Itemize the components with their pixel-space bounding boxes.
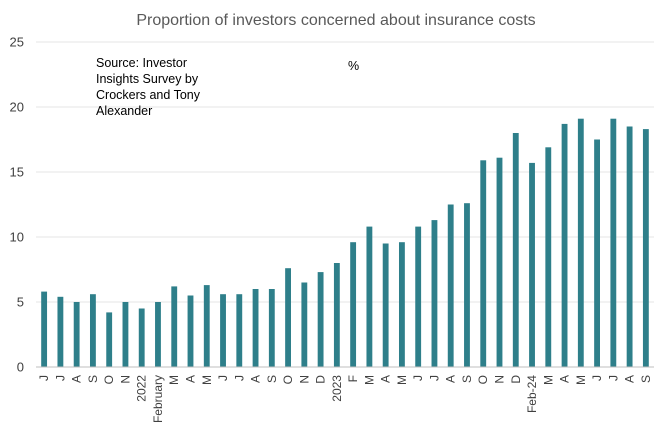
unit-label: % xyxy=(348,59,359,73)
x-tick-label: A xyxy=(379,375,393,383)
x-tick-label: N xyxy=(493,375,507,384)
bar xyxy=(480,160,487,367)
bar xyxy=(350,242,357,367)
x-tick-label: J xyxy=(216,375,230,381)
x-tick-label: S xyxy=(86,375,100,383)
source-note-line-4: Alexander xyxy=(96,104,152,118)
source-note: Source: Investor Insights Survey by Croc… xyxy=(96,56,201,118)
y-tick-label: 0 xyxy=(17,360,24,375)
y-tick-label: 5 xyxy=(17,295,24,310)
x-tick-label: J xyxy=(37,375,51,381)
bar xyxy=(496,157,503,367)
x-tick-label: A xyxy=(70,375,84,383)
source-note-line-1: Source: Investor xyxy=(96,56,187,70)
bar xyxy=(382,243,389,367)
source-note-line-3: Crockers and Tony xyxy=(96,88,201,102)
bar xyxy=(610,118,617,367)
bar xyxy=(57,296,64,367)
bar xyxy=(138,308,145,367)
bar xyxy=(285,268,291,367)
x-tick-label: D xyxy=(509,375,523,384)
bar xyxy=(301,282,308,367)
bar xyxy=(41,291,48,367)
y-axis: 0 5 10 15 20 25 xyxy=(10,35,24,375)
x-tick-label: O xyxy=(476,375,490,384)
bar xyxy=(333,263,340,367)
x-tick-label: M xyxy=(362,375,376,385)
x-tick-label: S xyxy=(265,375,279,383)
x-tick-label: A xyxy=(184,375,198,383)
x-tick-label: N xyxy=(118,375,132,384)
bar xyxy=(73,302,80,367)
x-tick-label: S xyxy=(639,375,653,383)
source-note-line-2: Insights Survey by xyxy=(96,72,199,86)
bar xyxy=(89,294,96,367)
bar xyxy=(577,118,584,367)
x-tick-label: February xyxy=(151,375,165,423)
bar xyxy=(268,289,275,367)
y-tick-label: 25 xyxy=(10,35,24,50)
bar xyxy=(398,242,405,367)
x-tick-label: D xyxy=(314,375,328,384)
bar xyxy=(545,147,552,367)
bar xyxy=(415,226,422,367)
x-tick-label: M xyxy=(167,375,181,385)
x-tick-label: M xyxy=(395,375,409,385)
bar xyxy=(431,220,438,367)
x-tick-label: J xyxy=(53,375,67,381)
x-tick-label: O xyxy=(281,375,295,384)
bar xyxy=(512,133,519,367)
x-tick-label: J xyxy=(232,375,246,381)
bar xyxy=(529,162,535,367)
x-tick-label: Feb-24 xyxy=(525,375,539,413)
x-tick-label: J xyxy=(606,375,620,381)
bar xyxy=(106,312,113,367)
x-tick-label: S xyxy=(460,375,474,383)
bar xyxy=(561,123,568,368)
bar xyxy=(366,226,373,367)
bars xyxy=(41,118,649,368)
x-axis: J J A S O N 2022 February M A M J J A S O N D 2023 F M A M J J A S… xyxy=(37,375,653,423)
bar xyxy=(447,204,454,367)
bar xyxy=(594,139,600,367)
x-tick-label: M xyxy=(574,375,588,385)
x-tick-label: A xyxy=(623,375,637,383)
x-tick-label: 2023 xyxy=(330,375,344,402)
bar xyxy=(252,289,259,367)
y-tick-label: 15 xyxy=(10,165,24,180)
x-tick-label: A xyxy=(558,375,572,383)
chart-title: Proportion of investors concerned about … xyxy=(136,12,535,29)
x-tick-label: F xyxy=(346,375,360,382)
bar xyxy=(464,203,470,367)
y-tick-label: 20 xyxy=(10,100,24,115)
x-tick-label: M xyxy=(200,375,214,385)
bar xyxy=(317,272,324,367)
bar xyxy=(155,302,161,367)
x-tick-label: A xyxy=(249,375,263,383)
x-tick-label: M xyxy=(541,375,555,385)
bar xyxy=(626,126,633,367)
x-tick-label: A xyxy=(444,375,458,383)
bar xyxy=(203,285,210,367)
bar xyxy=(220,294,226,367)
bar xyxy=(187,295,194,367)
bar xyxy=(122,302,129,367)
x-tick-label: J xyxy=(590,375,604,381)
x-tick-label: O xyxy=(102,375,116,384)
x-tick-label: 2022 xyxy=(135,375,149,402)
x-tick-label: N xyxy=(297,375,311,384)
bar xyxy=(642,129,649,367)
x-tick-label: J xyxy=(411,375,425,381)
x-tick-label: J xyxy=(427,375,441,381)
y-tick-label: 10 xyxy=(10,230,24,245)
bar xyxy=(171,286,178,367)
bar xyxy=(236,294,243,367)
